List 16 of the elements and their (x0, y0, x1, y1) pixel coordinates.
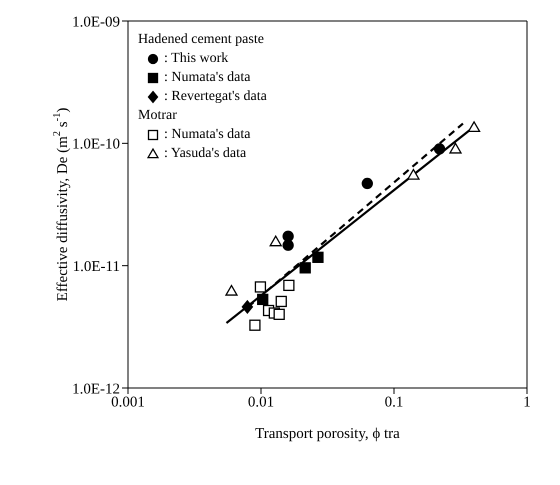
x-tick-label: 0.01 (248, 394, 274, 411)
legend-label: : This work (164, 50, 228, 68)
legend-label: : Yasuda's data (164, 145, 246, 163)
annotation: Motrar (138, 107, 178, 125)
legend-label: : Numata's data (164, 126, 250, 144)
y-tick-label: 1.0E-09 (72, 14, 120, 30)
y-tick-label: 1.0E-10 (72, 136, 120, 153)
annotation: Hadened cement paste (138, 31, 265, 49)
y-tick-label: 1.0E-11 (72, 258, 120, 275)
x-tick-label: 0.001 (111, 394, 145, 411)
x-axis-title: Transport porosity, ϕ tra (255, 426, 400, 442)
legend-label: : Revertegat's data (164, 88, 267, 106)
y-tick-label: 1.0E-12 (72, 381, 120, 398)
x-tick-label: 1 (523, 394, 531, 411)
x-tick-label: 0.1 (384, 394, 404, 411)
legend-label: : Numata's data (164, 69, 250, 87)
